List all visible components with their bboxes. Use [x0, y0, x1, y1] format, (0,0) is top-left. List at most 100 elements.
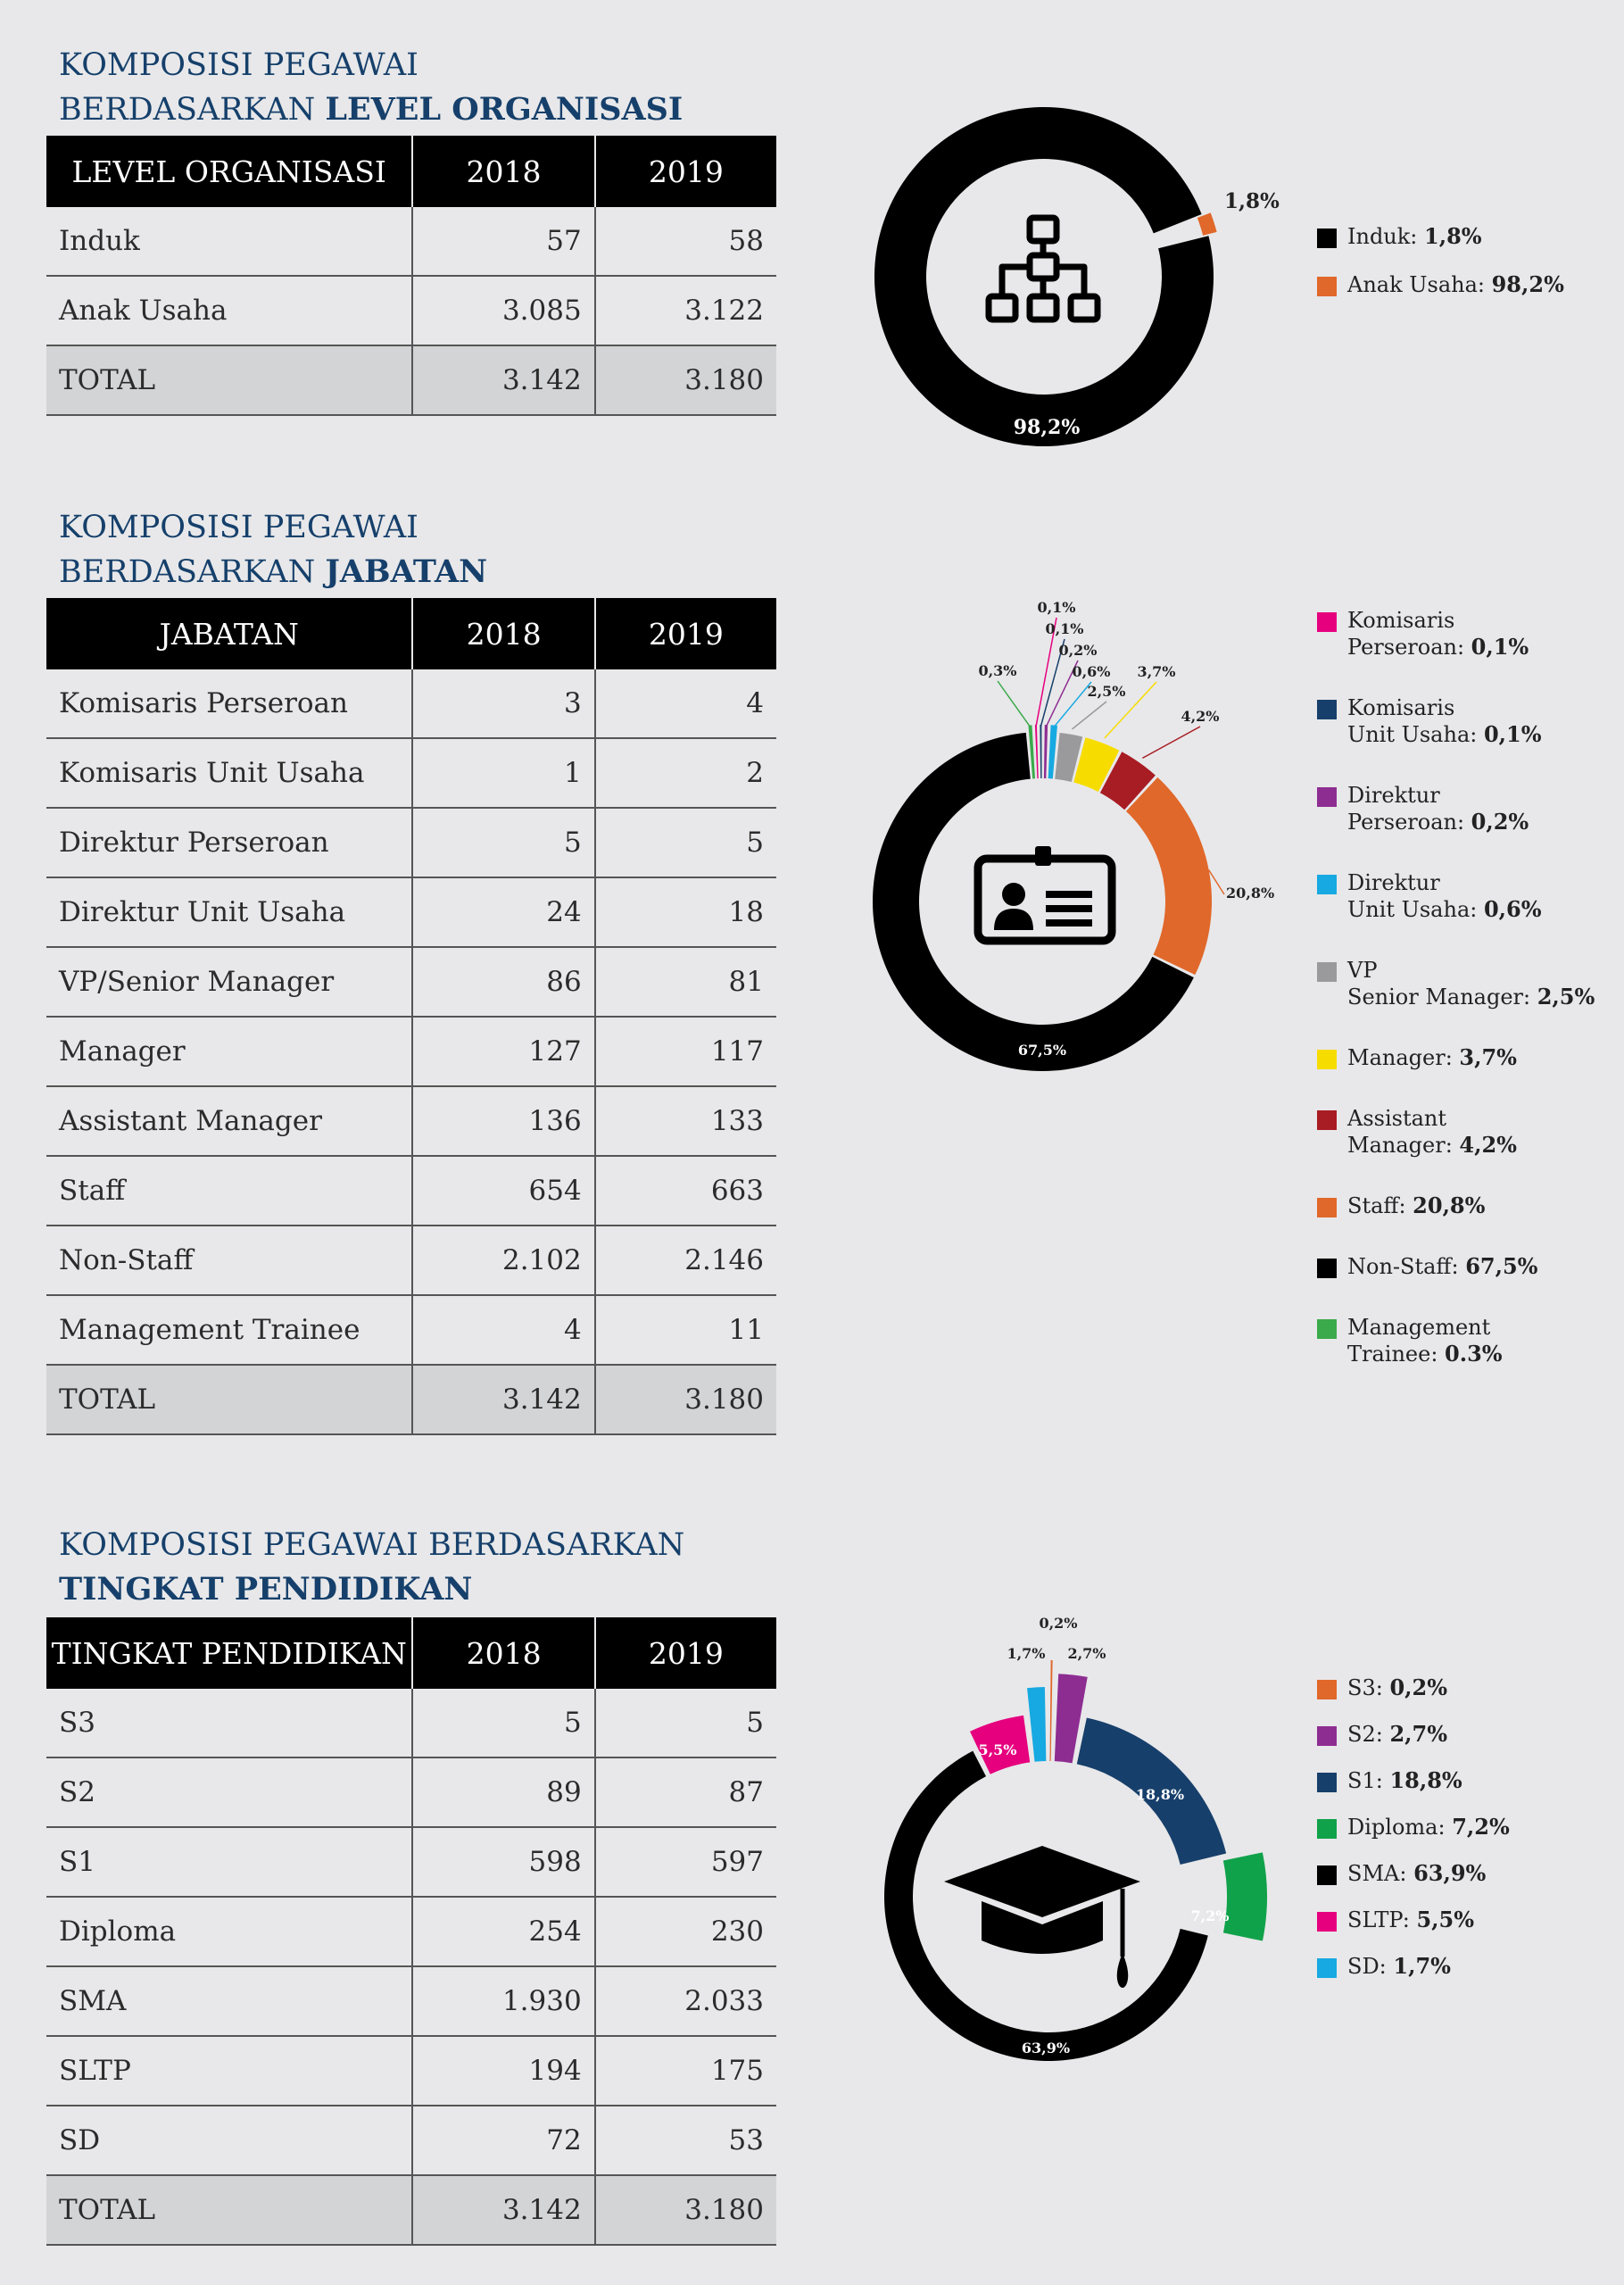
legend-label: Komisaris [1347, 608, 1455, 633]
header-2019: 2019 [594, 598, 776, 669]
tingkat-pendidikan-table: TINGKAT PENDIDIKAN 2018 2019 S3 5 5 S2 89 87… [46, 1617, 776, 2246]
table-header: TINGKAT PENDIDIKAN 2018 2019 [46, 1617, 776, 1689]
row-name: Anak Usaha [46, 276, 413, 346]
row-name: SLTP [46, 2036, 413, 2106]
title-line-1: KOMPOSISI PEGAWAI [59, 47, 418, 83]
table-total-row: TOTAL 3.142 3.180 [46, 345, 776, 416]
row-name: TOTAL [46, 345, 413, 416]
row-2018: 254 [411, 1897, 595, 1967]
legend-label: SD: [1347, 1954, 1394, 1979]
legend-tingkat-pendidikan: S3: 0,2% S2: 2,7% S1: 18,8% Diploma: 7,2% SM… [1317, 1674, 1510, 1999]
org-chart-icon [982, 212, 1106, 332]
legend-item: Anak Usaha: 98,2% [1317, 271, 1564, 298]
leader-line [1035, 617, 1057, 727]
table-total-row: TOTAL 3.142 3.180 [46, 2175, 776, 2246]
header-2018: 2018 [412, 136, 596, 207]
level-organisasi-table: LEVEL ORGANISASI 2018 2019 Induk 57 58 Ana… [46, 136, 776, 416]
row-name: Induk [46, 207, 413, 277]
legend-item: Induk: 1,8% [1317, 223, 1564, 250]
row-2019: 663 [593, 1156, 776, 1226]
legend-value: 63,9% [1413, 1860, 1487, 1886]
table-row: Manager 127 117 [46, 1017, 776, 1087]
legend-item: Direktur Unit Usaha: 0,6% [1317, 869, 1595, 923]
row-2019: 2 [593, 738, 776, 809]
row-2018: 24 [411, 877, 595, 948]
row-2018: 127 [411, 1017, 595, 1087]
row-2019: 58 [593, 207, 776, 277]
donut-slice-komisaris-unit-usaha [1040, 725, 1042, 779]
donut-slice-direktur-perseroan [1043, 725, 1048, 779]
legend-label-2: Perseroan: [1347, 810, 1471, 835]
legend-value: 1,8% [1424, 223, 1482, 249]
legend-label: Komisaris [1347, 695, 1455, 720]
row-2019: 11 [593, 1295, 776, 1366]
section-title: KOMPOSISI PEGAWAI BERDASARKAN TINGKAT PE… [59, 1523, 684, 1612]
slice-label: 0,1% [1037, 599, 1075, 616]
legend-swatch [1317, 1050, 1337, 1069]
row-2019: 3.180 [593, 1365, 776, 1435]
legend-label: S2: [1347, 1722, 1390, 1747]
row-2019: 3.122 [593, 276, 776, 346]
legend-label: VP [1347, 958, 1378, 983]
legend-swatch [1317, 962, 1337, 982]
table-row: Induk 57 58 [46, 207, 776, 277]
row-name: TOTAL [46, 2175, 413, 2246]
row-2019: 4 [593, 669, 776, 739]
legend-value: 2,7% [1389, 1721, 1447, 1747]
legend-swatch [1317, 1110, 1337, 1130]
legend-value: 5,5% [1416, 1907, 1474, 1932]
legend-item: VP Senior Manager: 2,5% [1317, 957, 1595, 1010]
table-row: Komisaris Perseroan 3 4 [46, 669, 776, 739]
legend-value: 1,7% [1393, 1953, 1451, 1979]
row-2019: 87 [593, 1757, 776, 1828]
row-2018: 3 [411, 669, 595, 739]
legend-value: 4,2% [1459, 1132, 1517, 1158]
legend-label: Management [1347, 1315, 1491, 1340]
slice-label: 63,9% [1022, 2040, 1070, 2056]
legend-value: 20,8% [1413, 1192, 1486, 1218]
donut-slice-staff [1125, 777, 1212, 976]
legend-swatch [1317, 1865, 1337, 1885]
donut-chart-level-organisasi: 1,8% 98,2% [874, 107, 1280, 447]
slice-label: 18,8% [1136, 1786, 1184, 1803]
donut-slice-s3 [1049, 1660, 1053, 1762]
table-header: LEVEL ORGANISASI 2018 2019 [46, 136, 776, 207]
row-2019: 3.180 [593, 2175, 776, 2246]
donut-slice-manager [1073, 737, 1120, 793]
table-row: SD 72 53 [46, 2106, 776, 2176]
leader-line [1053, 681, 1092, 727]
legend-value: 7,2% [1452, 1814, 1510, 1840]
slice-label: 5,5% [978, 1741, 1016, 1758]
legend-value: 2,5% [1537, 984, 1595, 1010]
row-2019: 117 [593, 1017, 776, 1087]
legend-item: Non-Staff: 67,5% [1317, 1253, 1595, 1280]
row-name: SD [46, 2106, 413, 2176]
slice-label: 1,8% [1224, 189, 1280, 213]
donut-slice-anak-usaha [874, 107, 1214, 447]
legend-swatch [1317, 875, 1337, 894]
legend-item: S3: 0,2% [1317, 1674, 1510, 1701]
row-name: S1 [46, 1827, 413, 1898]
slice-label: 2,5% [1087, 683, 1125, 700]
legend-label: Diploma: [1347, 1815, 1453, 1840]
section-title: KOMPOSISI PEGAWAI BERDASARKAN LEVEL ORGA… [59, 43, 683, 132]
row-2018: 3.142 [411, 345, 595, 416]
row-2018: 72 [411, 2106, 595, 2176]
row-name: Komisaris Perseroan [46, 669, 413, 739]
row-2018: 598 [411, 1827, 595, 1898]
leader-line [1045, 660, 1079, 727]
row-2018: 86 [411, 947, 595, 1018]
table-row: SLTP 194 175 [46, 2036, 776, 2106]
row-name: S2 [46, 1757, 413, 1828]
legend-label: Anak Usaha: [1347, 272, 1492, 297]
legend-label: S3: [1347, 1675, 1390, 1700]
donut-slice-induk [1197, 212, 1217, 236]
leader-line [1104, 681, 1157, 739]
table-row: S2 89 87 [46, 1757, 776, 1828]
row-2018: 3.142 [411, 2175, 595, 2246]
legend-swatch [1317, 228, 1337, 248]
legend-label-2: Unit Usaha: [1347, 897, 1484, 922]
donut-slice-direktur-unit-usaha [1048, 725, 1057, 779]
table-row: S1 598 597 [46, 1827, 776, 1898]
legend-item: Diploma: 7,2% [1317, 1814, 1510, 1840]
